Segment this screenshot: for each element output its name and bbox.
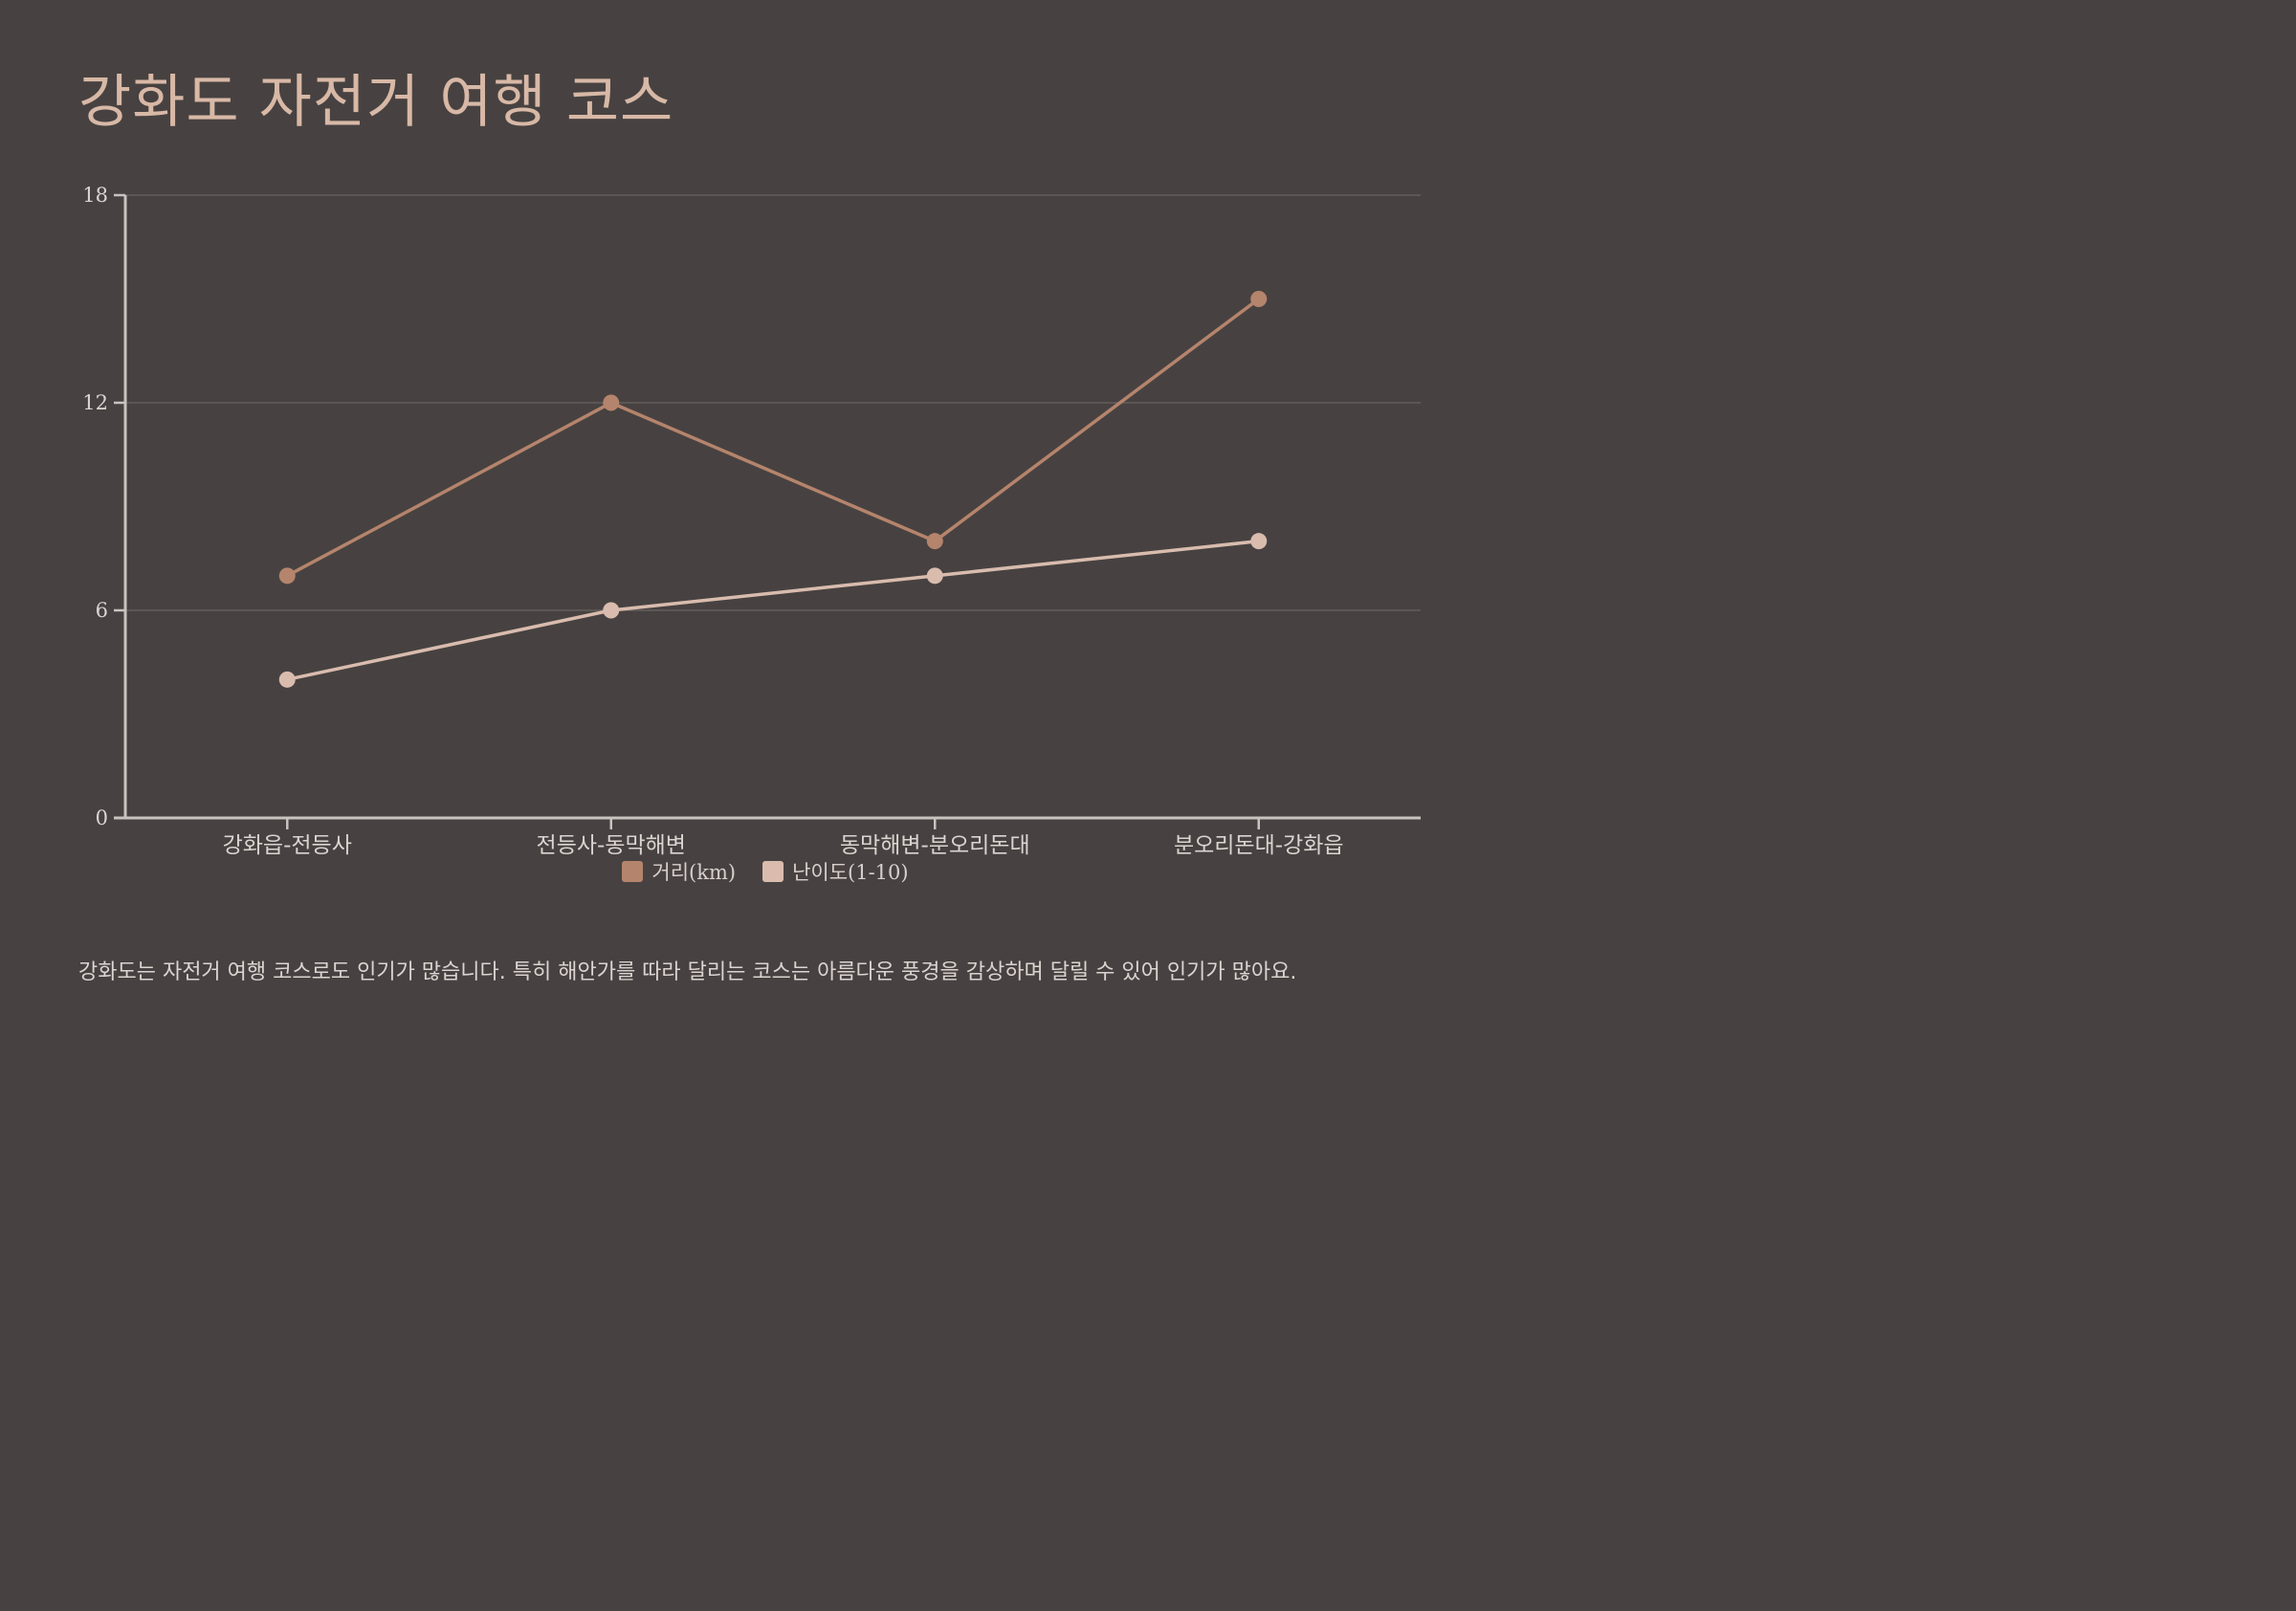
y-tick-label: 12 (82, 391, 108, 414)
series-lines (278, 291, 1268, 688)
x-axis-ticks: 강화읍-전등사 전등사-동막해변 동막해변-분오리돈대 분오리돈대-강화읍 (223, 818, 1344, 858)
data-point[interactable] (926, 533, 943, 550)
series-line (286, 539, 1259, 682)
x-tick-label: 강화읍-전등사 (223, 833, 352, 858)
y-tick-label: 18 (82, 184, 108, 207)
x-tick-label: 분오리돈대-강화읍 (1174, 833, 1344, 858)
legend-label-distance: 거리(km) (651, 861, 737, 884)
chart-caption: 강화도는 자전거 여행 코스로도 인기가 많습니다. 특히 해안가를 따라 달리… (78, 960, 1297, 984)
line-chart: 0 6 12 18 강화읍-전등사 전등사-동막해변 동막해변-분오리돈대 분오리돈대-강화… (82, 184, 1421, 858)
y-axis-ticks: 0 6 12 18 (82, 184, 125, 829)
chart-title: 강화도 자전거 여행 코스 (78, 69, 674, 136)
grid-lines (125, 194, 1421, 611)
data-point[interactable] (603, 602, 620, 619)
legend-label-difficulty: 난이도(1-10) (792, 861, 909, 884)
x-tick-label: 전등사-동막해변 (537, 833, 686, 858)
data-point[interactable] (278, 671, 296, 688)
series-0 (278, 291, 1268, 585)
data-point[interactable] (1250, 291, 1268, 307)
legend-swatch-distance (622, 861, 644, 882)
y-tick-label: 0 (96, 806, 108, 829)
series-1 (278, 533, 1268, 688)
data-point[interactable] (926, 567, 943, 585)
legend: 거리(km) 난이도(1-10) (0, 857, 1500, 886)
data-point[interactable] (1250, 533, 1268, 550)
x-tick-label: 동막해변-분오리돈대 (840, 833, 1030, 858)
legend-item-difficulty[interactable]: 난이도(1-10) (762, 857, 909, 886)
legend-item-distance[interactable]: 거리(km) (622, 857, 736, 886)
axes (114, 195, 1421, 820)
legend-swatch-difficulty (762, 861, 784, 882)
y-tick-label: 6 (96, 599, 108, 622)
series-line (286, 298, 1260, 578)
data-point[interactable] (278, 567, 296, 585)
data-point[interactable] (603, 394, 620, 411)
